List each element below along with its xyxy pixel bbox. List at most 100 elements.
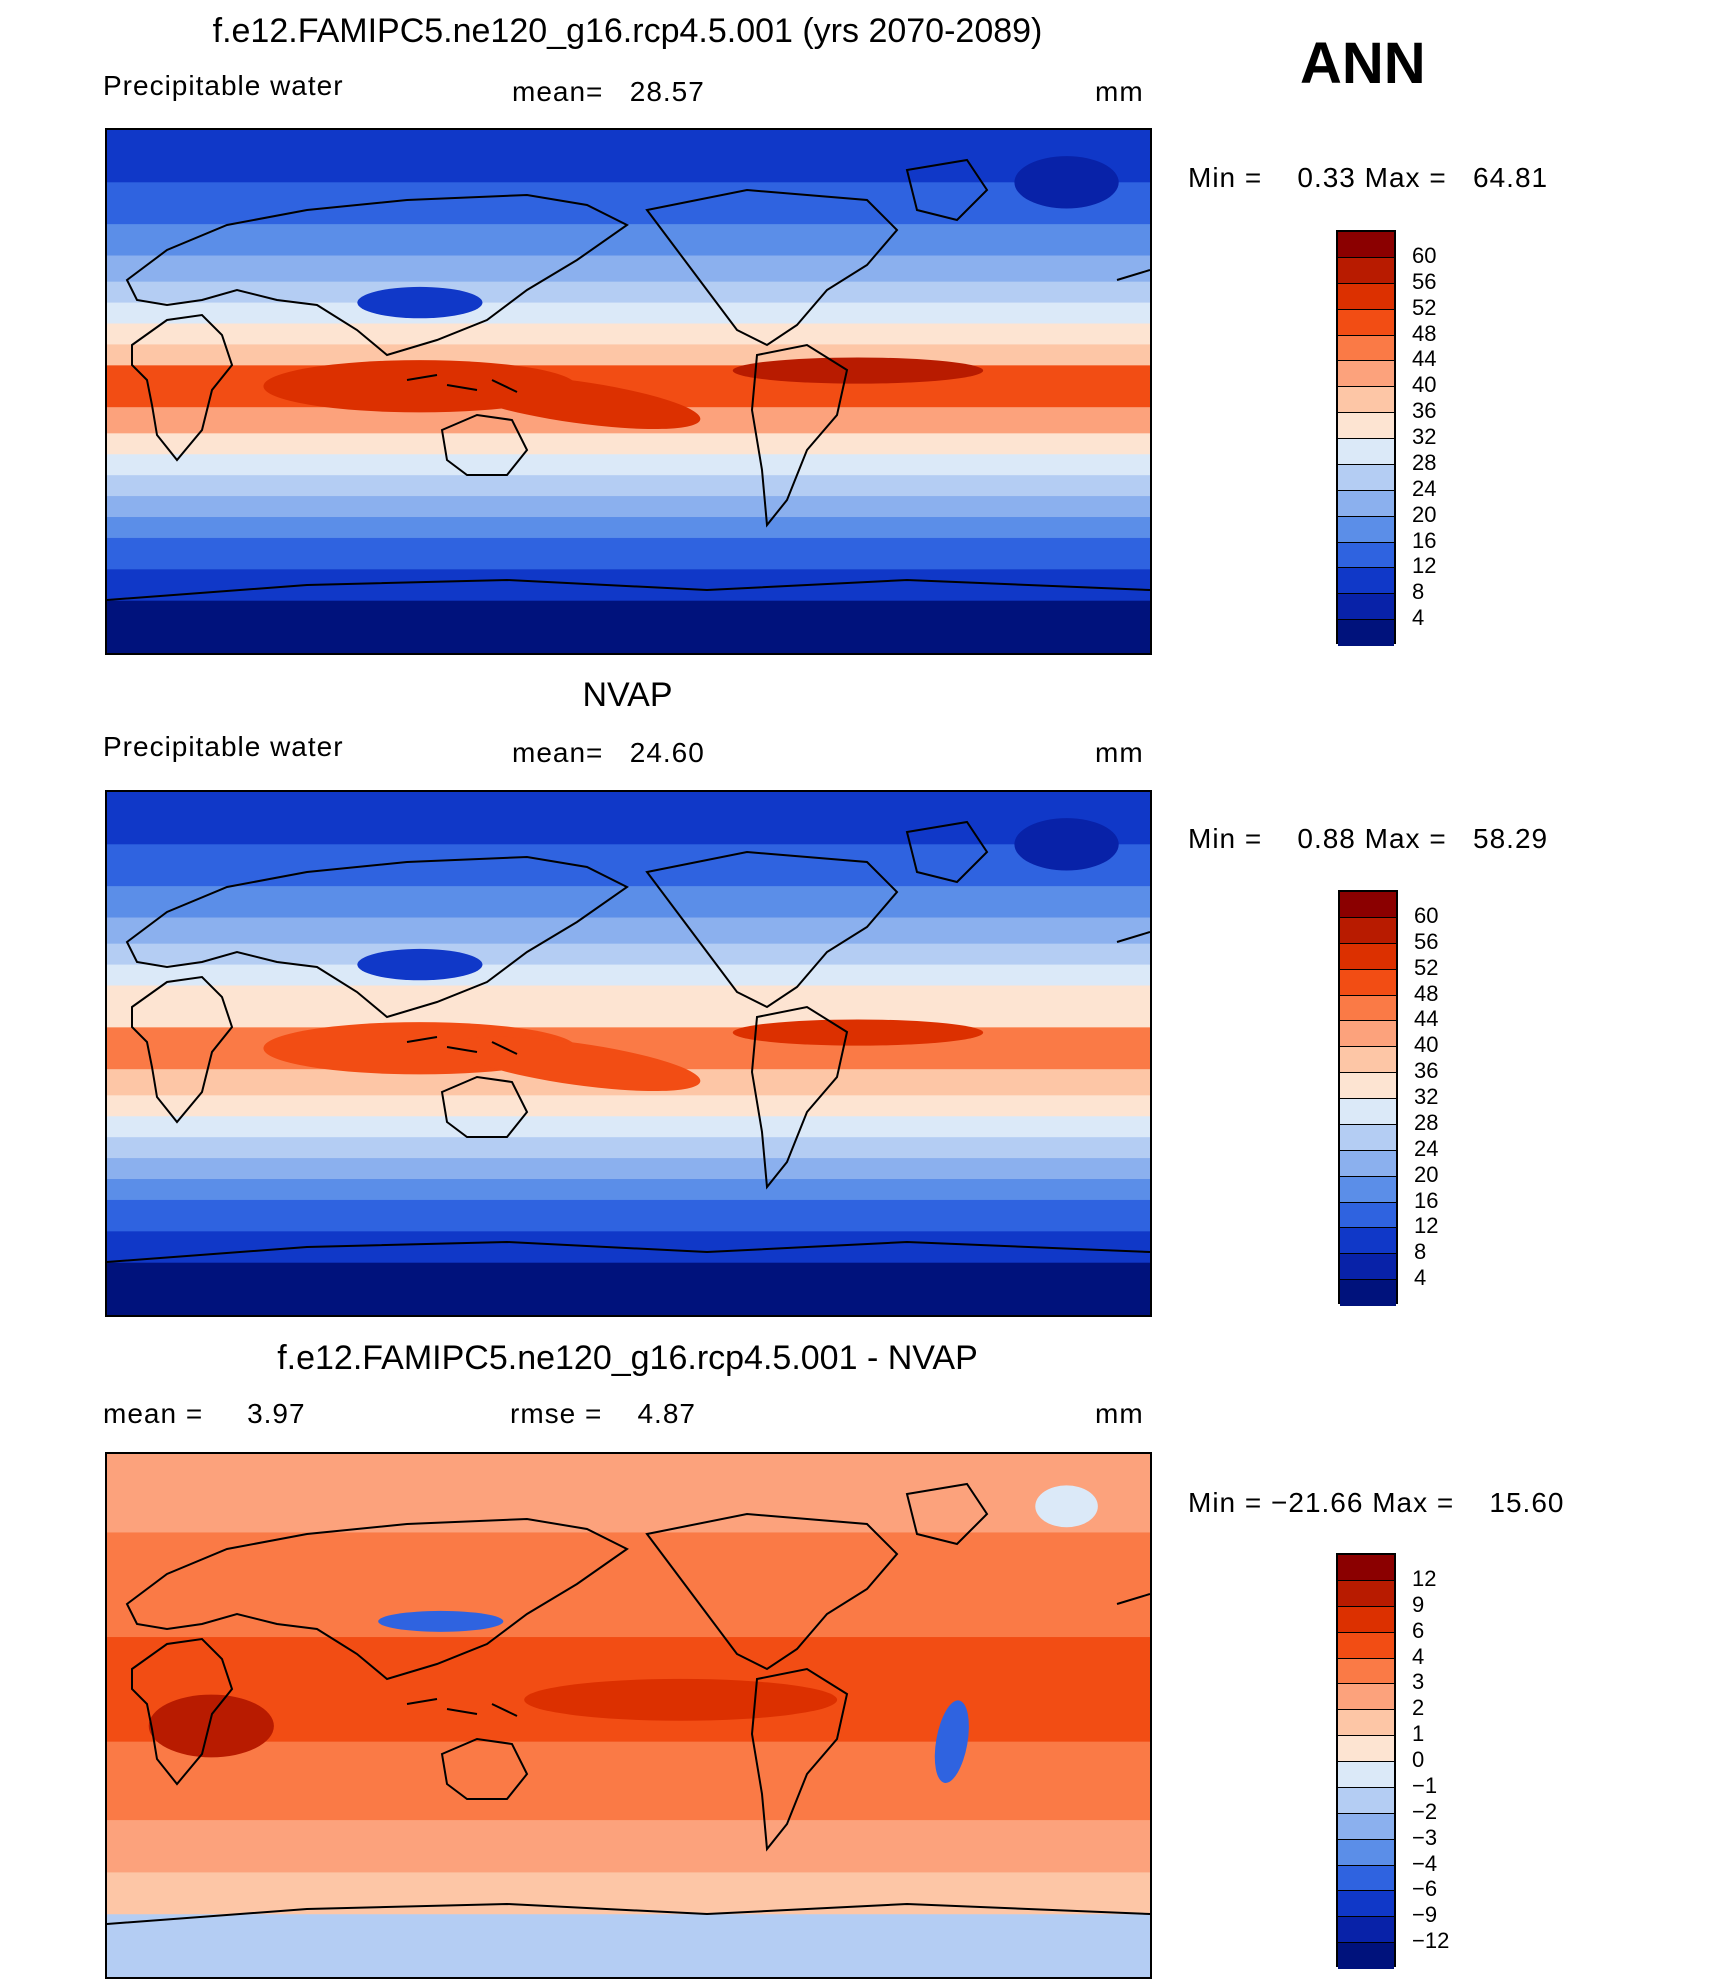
colorbar-segment <box>1338 413 1394 439</box>
colorbar-segment <box>1340 1176 1396 1203</box>
colorbar-tick-label: 36 <box>1414 1058 1439 1084</box>
min-value: 0.88 <box>1297 823 1356 854</box>
colorbar-segment <box>1338 1762 1394 1788</box>
colorbar-segment <box>1338 516 1394 543</box>
colorbar-tick-label: 24 <box>1414 1135 1439 1161</box>
max-value: 64.81 <box>1473 162 1549 193</box>
colorbar-segment <box>1338 1606 1394 1633</box>
panel-obs-mean: mean= 24.60 <box>512 737 705 769</box>
colorbar-tick-label: −2 <box>1412 1798 1438 1824</box>
colorbar-tick-label: 32 <box>1412 424 1437 449</box>
colorbar-tick-label: 9 <box>1412 1591 1425 1617</box>
colorbar-tick-label: 28 <box>1414 1109 1439 1135</box>
colorbar-tick-label: 12 <box>1414 1213 1439 1239</box>
colorbar-segment <box>1340 917 1396 944</box>
colorbar-segment <box>1340 1254 1396 1281</box>
mean-label: mean= <box>512 76 604 107</box>
colorbar-segment <box>1338 1787 1394 1814</box>
colorbar-segment <box>1338 361 1394 388</box>
map-field <box>107 792 1150 1315</box>
colorbar-segment <box>1338 1632 1394 1659</box>
panel-model-mean: mean= 28.57 <box>512 76 705 108</box>
mean-value: 28.57 <box>629 76 705 107</box>
panel-diff-title: f.e12.FAMIPC5.ne120_g16.rcp4.5.001 - NVA… <box>277 1339 978 1377</box>
min-label: Min = <box>1188 823 1263 854</box>
colorbar-segment <box>1338 1658 1394 1685</box>
min-value: 0.33 <box>1297 162 1356 193</box>
max-label: Max = <box>1364 162 1447 193</box>
colorbar-segment <box>1338 1943 1394 1969</box>
colorbar-tick-label: −1 <box>1412 1772 1438 1798</box>
colorbar-segment <box>1340 1021 1396 1048</box>
colorbar-box <box>1336 230 1396 646</box>
colorbar-tick-label: 6 <box>1412 1617 1425 1643</box>
panel-model-variable: Precipitable water <box>103 70 344 101</box>
colorbar-tick-label: 4 <box>1412 605 1425 631</box>
colorbar-segment <box>1340 969 1396 996</box>
colorbar-segment <box>1338 464 1394 491</box>
colorbar-tick-label: 12 <box>1412 553 1437 579</box>
min-label: Min = <box>1188 162 1263 193</box>
panel-model-minmax: Min = 0.33 Max = 64.81 <box>1188 162 1548 194</box>
colorbar-tick-label: 16 <box>1414 1187 1439 1213</box>
colorbar-segment <box>1338 490 1394 517</box>
panel-diff-units: mm <box>1095 1398 1144 1429</box>
colorbar-tick-label: 36 <box>1412 398 1437 424</box>
map-field <box>107 130 1150 653</box>
colorbar-tick-label: 2 <box>1412 1695 1425 1721</box>
colorbar-tick-label: 20 <box>1412 501 1437 527</box>
colorbar-segment <box>1338 1684 1394 1711</box>
max-label: Max = <box>1364 823 1447 854</box>
colorbar-tick-label: −6 <box>1412 1876 1438 1902</box>
colorbar-segment <box>1338 309 1394 336</box>
min-value: −21.66 <box>1271 1487 1364 1518</box>
colorbar-segment <box>1340 943 1396 970</box>
colorbar-segment <box>1338 568 1394 595</box>
colorbar-tick-label: 1 <box>1412 1721 1425 1747</box>
colorbar-tick-label: 44 <box>1414 1006 1439 1032</box>
max-value: 15.60 <box>1489 1487 1565 1518</box>
colorbar-segment <box>1338 1736 1394 1762</box>
colorbar-segment <box>1340 1073 1396 1099</box>
colorbar-segment <box>1340 1150 1396 1177</box>
colorbar-segment <box>1340 1228 1396 1255</box>
panel-model-units: mm <box>1095 76 1144 107</box>
colorbar-box <box>1336 1553 1396 1969</box>
colorbar-segment <box>1338 620 1394 646</box>
colorbar-segment <box>1340 1124 1396 1151</box>
mean-value: 24.60 <box>629 737 705 768</box>
colorbar-segment <box>1338 1917 1394 1944</box>
colorbar-segment <box>1338 1710 1394 1737</box>
mean-label: mean = <box>103 1398 204 1429</box>
colorbar-segment <box>1338 283 1394 310</box>
panel-obs-minmax: Min = 0.88 Max = 58.29 <box>1188 823 1548 855</box>
colorbar-tick-label: 4 <box>1414 1265 1427 1291</box>
panel-diff-rmse: rmse = 4.87 <box>510 1398 696 1430</box>
rmse-value: 4.87 <box>637 1398 696 1429</box>
max-label: Max = <box>1372 1487 1455 1518</box>
panel-obs-title: NVAP <box>582 676 673 714</box>
mean-value: 3.97 <box>247 1398 306 1429</box>
colorbar-segment <box>1340 1280 1396 1306</box>
colorbar-tick-label: 12 <box>1412 1565 1437 1591</box>
colorbar-segment <box>1338 335 1394 362</box>
min-label: Min = <box>1188 1487 1263 1518</box>
colorbar-tick-label: 44 <box>1412 346 1437 372</box>
max-value: 58.29 <box>1473 823 1549 854</box>
panel-obs-variable: Precipitable water <box>103 731 344 762</box>
colorbar-tick-label: 24 <box>1412 475 1437 501</box>
colorbar-tick-label: −9 <box>1412 1902 1438 1928</box>
colorbar-tick-label: −4 <box>1412 1850 1438 1876</box>
colorbar-tick-label: 3 <box>1412 1669 1425 1695</box>
colorbar-tick-label: 0 <box>1412 1747 1425 1772</box>
colorbar-tick-label: 60 <box>1412 242 1437 268</box>
rmse-label: rmse = <box>510 1398 603 1429</box>
colorbar-tick-label: 48 <box>1414 980 1439 1006</box>
panel-model-title: f.e12.FAMIPC5.ne120_g16.rcp4.5.001 (yrs … <box>212 12 1043 50</box>
colorbar-tick-label: 40 <box>1414 1032 1439 1058</box>
colorbar-segment <box>1338 1891 1394 1918</box>
colorbar-tick-label: −3 <box>1412 1824 1438 1850</box>
panel-diff-mean: mean = 3.97 <box>103 1398 306 1430</box>
colorbar-segment <box>1340 892 1396 918</box>
colorbar-box <box>1338 890 1398 1306</box>
